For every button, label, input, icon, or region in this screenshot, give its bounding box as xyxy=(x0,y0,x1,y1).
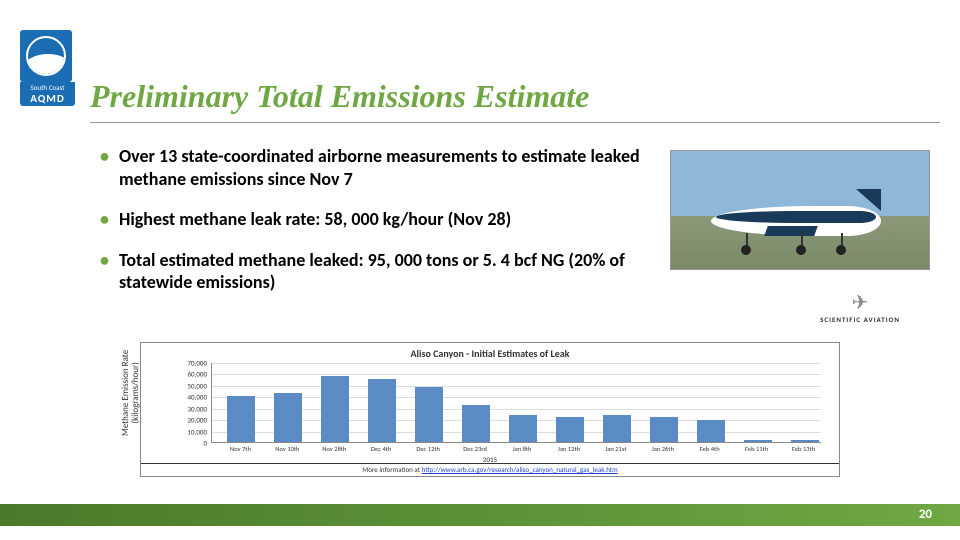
source-link[interactable]: http://www.arb.ca.gov/research/aliso_can… xyxy=(422,465,618,474)
chart-bar xyxy=(321,376,349,442)
chart-bar xyxy=(509,415,537,442)
airplane-photo xyxy=(670,150,930,270)
chart-bar xyxy=(744,440,772,442)
list-item: •Highest methane leak rate: 58, 000 kg/h… xyxy=(100,208,640,231)
chart-bar xyxy=(274,393,302,442)
chart-bar xyxy=(462,405,490,442)
page-title: Preliminary Total Emissions Estimate xyxy=(90,78,589,115)
chart-bar xyxy=(368,379,396,442)
chart-bar xyxy=(556,417,584,442)
airplane-icon: ✈ xyxy=(800,290,920,315)
chart-bar xyxy=(603,415,631,442)
title-rule xyxy=(90,122,940,123)
chart-bar xyxy=(791,440,819,442)
list-item: •Over 13 state-coordinated airborne meas… xyxy=(100,145,640,190)
bullet-list: •Over 13 state-coordinated airborne meas… xyxy=(100,145,640,312)
page-number: 20 xyxy=(919,507,932,522)
chart-ylabel: Methane Emission Rate(kilograms/hour) xyxy=(121,348,141,438)
chart-title: Aliso Canyon - Initial Estimates of Leak xyxy=(141,347,839,360)
emissions-chart: Aliso Canyon - Initial Estimates of Leak… xyxy=(140,342,840,477)
logo-line1: South Coast xyxy=(31,83,65,92)
list-item: •Total estimated methane leaked: 95, 000… xyxy=(100,249,640,294)
footer-bar xyxy=(0,504,960,526)
chart-bar xyxy=(415,387,443,442)
chart-bar xyxy=(227,396,255,442)
chart-bar xyxy=(697,420,725,442)
logo-line2: AQMD xyxy=(30,92,65,105)
aqmd-logo: South Coast AQMD xyxy=(20,30,75,106)
chart-bar xyxy=(650,417,678,442)
scientific-aviation-logo: ✈ SCIENTIFIC AVIATION xyxy=(800,290,920,324)
chart-footer: More information at http://www.arb.ca.go… xyxy=(141,463,839,474)
chart-plot-area: 010,00020,00030,00040,00050,00060,00070,… xyxy=(211,363,821,443)
